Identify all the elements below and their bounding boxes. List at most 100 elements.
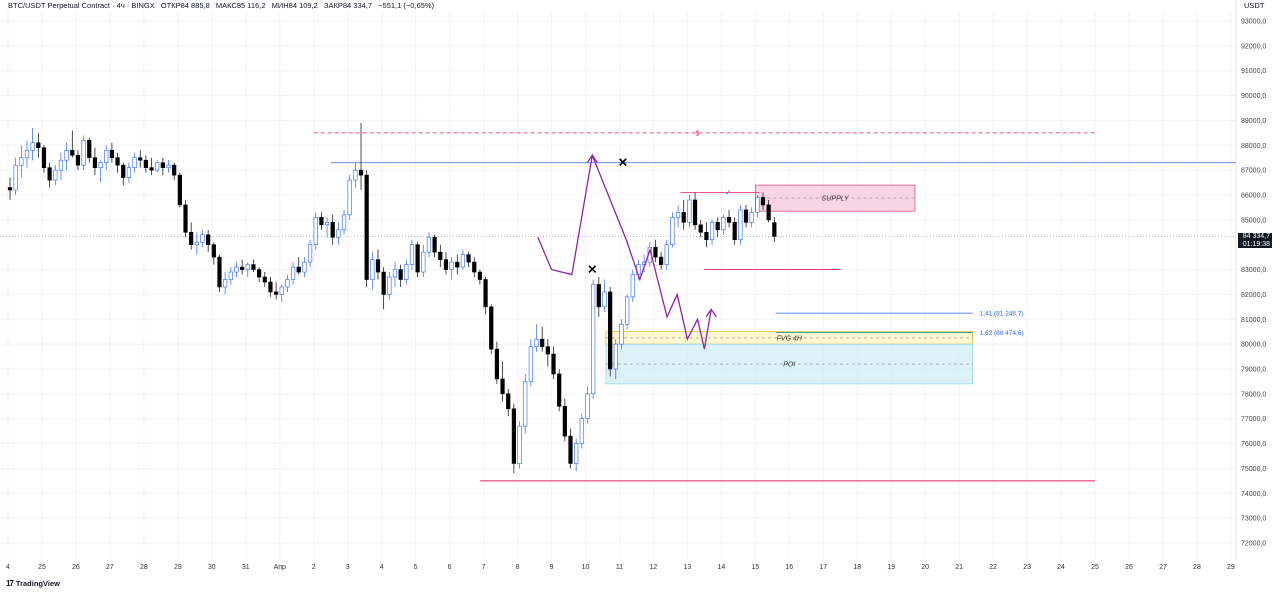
x-tick-label: 16 — [785, 564, 793, 571]
candle-body — [30, 142, 35, 151]
candle-body — [426, 236, 432, 253]
candle-body — [483, 279, 488, 308]
fib-level-label: 1,62 (80 474,6) — [980, 330, 1024, 337]
y-tick-label: 90000,0 — [1241, 93, 1266, 100]
candle-body — [432, 236, 437, 253]
candle-body — [415, 244, 420, 273]
candle-body — [472, 261, 477, 273]
y-tick-label: 83000,0 — [1241, 267, 1266, 274]
y-tick-label: 89000,0 — [1241, 118, 1266, 125]
candle-body — [664, 244, 669, 265]
candle-body — [755, 197, 760, 213]
candle-body — [109, 149, 115, 159]
candle-body — [398, 269, 403, 280]
candle-body — [545, 346, 550, 355]
candle-body — [460, 254, 466, 268]
candle-body — [313, 217, 318, 246]
candle-body — [517, 425, 522, 464]
y-tick-label: 93000,0 — [1241, 19, 1266, 26]
candle-body — [449, 261, 454, 270]
candle-body — [324, 222, 330, 226]
x-tick-label: 28 — [1193, 564, 1201, 571]
close-value: ЗАКР84 334,7 — [323, 1, 373, 10]
candle-body — [721, 217, 726, 231]
x-tick-label: 15 — [751, 564, 759, 571]
x-tick-label: 3 — [346, 564, 350, 571]
x-tick-label: 24 — [1057, 564, 1065, 571]
current-price-tag: 84 334,7 01:19:38 — [1238, 233, 1272, 248]
candle-body — [262, 276, 267, 283]
symbol-header[interactable]: BTC/USDT Perpetual Contract · 4ч · BINGX… — [8, 1, 438, 10]
candle-body — [251, 264, 256, 270]
candle-body — [409, 244, 415, 265]
candle-body — [602, 291, 607, 308]
candle-body — [240, 266, 245, 270]
candle-body — [228, 271, 233, 280]
candle-body — [143, 159, 148, 168]
x-tick-label: 28 — [140, 564, 148, 571]
candle-body — [353, 169, 358, 181]
candle-body — [455, 261, 460, 268]
candle-body — [336, 229, 341, 238]
x-tick-label: 11 — [616, 564, 623, 571]
x-tick-label: 22 — [989, 564, 997, 571]
candle-body — [687, 199, 692, 223]
candle-body — [630, 274, 635, 298]
projection-path — [537, 152, 712, 350]
x-tick-label: 17 — [819, 564, 827, 571]
candle-body — [200, 234, 205, 243]
y-tick-label: 76000,0 — [1241, 441, 1266, 448]
currency-label[interactable]: USDT — [1244, 1, 1265, 10]
y-tick-label: 78000,0 — [1241, 391, 1266, 398]
x-tick-label: 26 — [72, 564, 80, 571]
candle-body — [58, 159, 64, 171]
candle-body — [296, 266, 301, 273]
candle-body — [302, 261, 307, 273]
candle-body — [534, 338, 539, 347]
candle-body — [443, 259, 449, 270]
candle-body — [245, 264, 250, 270]
candle-body — [675, 212, 681, 218]
candle-body — [726, 217, 732, 223]
candle-body — [273, 291, 279, 295]
candle-body — [743, 209, 749, 223]
candle-body — [772, 222, 777, 237]
x-tick-label: 25 — [38, 564, 46, 571]
candle-body — [81, 140, 86, 166]
x-tick-label: 2 — [312, 564, 316, 571]
y-tick-label: 92000,0 — [1241, 43, 1266, 50]
x-tick-label: 19 — [887, 564, 895, 571]
y-tick-label: 80000,0 — [1241, 342, 1266, 349]
x-tick-label: 6 — [448, 564, 452, 571]
x-tick-label: 31 — [242, 564, 250, 571]
x-tick-label: 27 — [106, 564, 114, 571]
candle-body — [285, 279, 290, 288]
candle-body — [307, 244, 313, 263]
candle-body — [574, 443, 579, 464]
y-tick-label: 81000,0 — [1241, 317, 1266, 324]
candle-body — [319, 217, 324, 226]
candle-body — [500, 378, 505, 395]
candle-body — [41, 147, 47, 168]
candle-body — [738, 209, 743, 241]
target-marker: ✕ — [587, 263, 597, 277]
candle-body — [87, 140, 92, 159]
candle-body — [466, 254, 471, 263]
projection-arrow — [705, 308, 717, 318]
candle-body — [364, 174, 369, 280]
x-tick-label: 10 — [582, 564, 590, 571]
target-marker: ✕ — [618, 156, 628, 170]
check-icon: ✓ — [725, 188, 732, 197]
candle-body — [709, 222, 715, 241]
symbol-title[interactable]: BTC/USDT Perpetual Contract · 4ч · BINGX — [8, 1, 155, 10]
change-value: −551,1 (−0,65%) — [378, 1, 435, 10]
candle-body — [404, 264, 409, 280]
candle-body — [149, 167, 154, 171]
candle-body — [421, 251, 426, 273]
candle-body — [387, 276, 392, 295]
x-tick-label: 13 — [684, 564, 692, 571]
candle-body — [268, 281, 273, 293]
tradingview-logo[interactable]: 17 TradingView — [6, 579, 60, 588]
candle-body — [223, 279, 228, 288]
